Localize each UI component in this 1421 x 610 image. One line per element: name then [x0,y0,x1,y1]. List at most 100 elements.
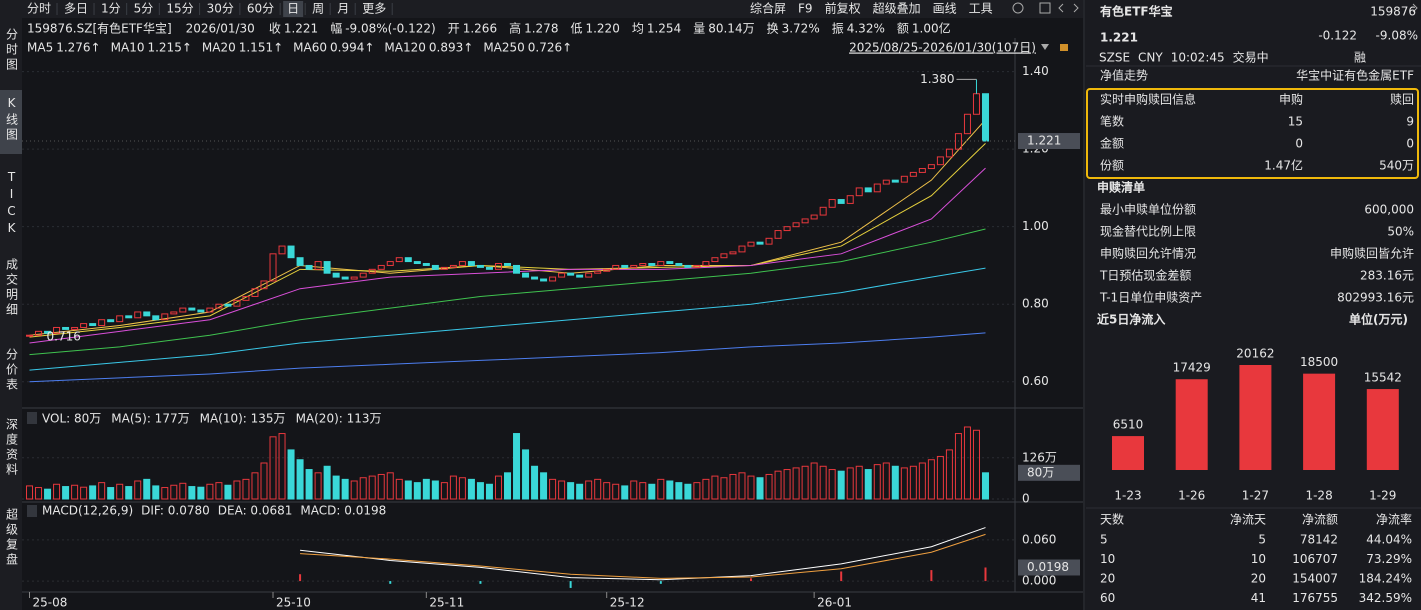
tool-button[interactable]: 超级叠加 [873,1,921,16]
volume-bar [738,472,746,500]
volume-bar [125,486,133,500]
period-tab[interactable]: 月 [337,2,349,16]
table-cell: 10 [1251,552,1266,566]
period-tab[interactable]: 60分 [247,2,274,16]
period-tab[interactable]: 日 [287,2,299,16]
candle [125,315,133,319]
candle [981,93,989,142]
period-tab[interactable]: 15分 [166,2,193,16]
y-tick-label: 0.80 [1022,297,1049,311]
tab-active-bg [0,90,22,154]
table-cell: 10 [1100,552,1115,566]
y-tick-label: 0 [1022,492,1030,506]
volume-bar [657,478,665,500]
quote-value: 1.266 [463,22,497,36]
highlight-box [1086,88,1419,179]
macd-legend: MACD(12,26,9) [42,504,133,518]
volume-bar [260,462,268,500]
candle [458,261,466,266]
volume-bar [188,486,196,500]
period-tab[interactable]: 5分 [134,2,154,16]
side-tab[interactable]: 超级复盘 [5,507,19,568]
inflow-bar [1239,365,1272,470]
margin-badge: 融 [1354,51,1366,65]
inflow-value-label: 18500 [1300,355,1338,369]
x-tick-label: 25-12 [610,596,645,610]
tool-button[interactable]: 前复权 [825,1,861,16]
next-icon[interactable] [1412,3,1418,13]
volume-bar [918,462,926,500]
period-tab[interactable]: 1分 [101,2,121,16]
macd-bar [930,570,933,582]
volume-bar [522,449,530,500]
volume-bar [549,478,557,500]
ma-legend-value: 1.215↑ [147,41,191,55]
date-range[interactable]: 2025/08/25-2026/01/30(107日) [849,41,1036,55]
side-tab[interactable]: K线图 [5,96,19,143]
volume-bar [882,462,890,500]
candle [476,264,484,268]
macd-legend: DEA: 0.0681 [218,504,293,518]
inflow-date-label: 1-28 [1305,489,1332,503]
volume-bar [612,483,620,500]
candle [963,113,971,135]
side-tab[interactable]: 成交明细 [5,258,19,318]
candle [377,264,385,270]
tool-button[interactable]: F9 [798,2,813,16]
period-tab[interactable]: 周 [312,2,324,16]
security-code: 159876 [1370,5,1416,19]
ma-legend-name: MA250 [483,41,524,55]
volume-bar [567,482,575,500]
volume-bar [936,455,944,500]
nav-label: 净值走势 [1100,68,1148,83]
volume-bar [386,472,394,500]
candle [558,272,566,278]
list-label: 最小申赎单位份额 [1100,202,1196,217]
last-price: 1.221 [1100,31,1138,45]
volume-bar [819,465,827,500]
period-tab[interactable]: 30分 [207,2,234,16]
settings-icon[interactable] [1012,2,1024,14]
quote-value: 1.254 [647,22,681,36]
nav-value: 华宝中证有色金属ETF [1296,68,1414,83]
table-cell: 78142 [1300,533,1338,547]
next-icon[interactable] [1073,3,1079,13]
prev-icon[interactable] [1058,3,1064,13]
candle [242,295,250,301]
period-tab[interactable]: 更多 [362,2,386,16]
table-cell: 份额 [1100,159,1124,173]
period-tab[interactable]: 多日 [64,2,88,16]
side-tab[interactable]: 分时图 [5,28,19,73]
volume-bar [684,483,692,500]
candle [224,303,232,307]
table-header: 净流率 [1376,512,1412,527]
side-tab[interactable]: TICK [5,170,19,238]
candle [413,261,421,265]
candle [756,241,764,245]
macd-bar [984,567,987,582]
window-icon[interactable] [1039,2,1051,14]
ma-legend-value: 0.726↑ [528,41,572,55]
tool-button[interactable]: 画线 [933,2,957,16]
candle [287,245,295,259]
tool-button[interactable]: 综合屏 [750,1,786,16]
side-tab[interactable]: 深度资料 [5,418,19,478]
tool-button[interactable]: 工具 [969,2,993,16]
side-tab[interactable]: 分价表 [5,348,19,393]
x-tick-label: 25-11 [429,596,464,610]
y-tick-label: 0.000 [1022,574,1056,588]
candle [251,288,259,297]
period-tab[interactable]: 分时 [27,2,51,16]
quote-meta: SZSE [1099,51,1130,65]
volume-bar [891,465,899,500]
volume-tag-bg [1018,464,1080,481]
candle [26,334,34,337]
candle [621,264,629,268]
volume-tag: 80万 [1027,465,1054,479]
list-value: 50% [1387,225,1414,239]
volume-bar [359,477,367,500]
candle [675,263,683,266]
y-tick-label: 1.40 [1022,64,1049,78]
x-tick-label: 25-10 [276,596,311,610]
volume-bar [711,475,719,500]
